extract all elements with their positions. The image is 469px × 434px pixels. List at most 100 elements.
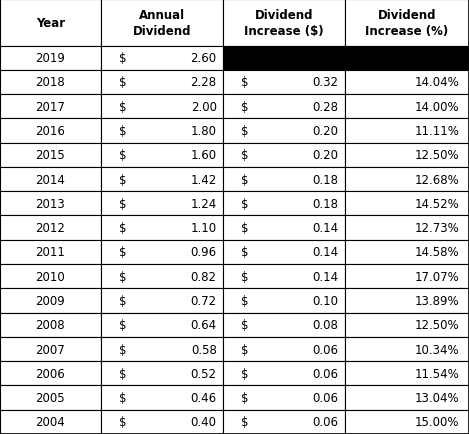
Bar: [101, 95, 223, 119]
Bar: [345, 168, 469, 192]
Text: $: $: [241, 173, 249, 186]
Text: 0.52: 0.52: [191, 367, 217, 380]
Text: 0.46: 0.46: [190, 391, 217, 404]
Text: 14.58%: 14.58%: [415, 246, 459, 259]
Bar: [223, 264, 345, 289]
Bar: [0, 264, 101, 289]
Bar: [345, 313, 469, 337]
Bar: [223, 168, 345, 192]
Bar: [223, 119, 345, 143]
Bar: [101, 313, 223, 337]
Text: $: $: [241, 319, 249, 332]
Text: 0.40: 0.40: [191, 415, 217, 428]
Text: 2.00: 2.00: [191, 101, 217, 113]
Text: 2011: 2011: [36, 246, 65, 259]
Bar: [101, 0, 223, 46]
Text: 0.06: 0.06: [313, 391, 339, 404]
Bar: [101, 119, 223, 143]
Bar: [0, 410, 101, 434]
Text: 0.06: 0.06: [313, 367, 339, 380]
Bar: [101, 410, 223, 434]
Bar: [101, 362, 223, 385]
Text: $: $: [119, 343, 127, 356]
Text: 0.14: 0.14: [312, 270, 339, 283]
Text: 0.20: 0.20: [313, 125, 339, 138]
Bar: [345, 119, 469, 143]
Text: 1.60: 1.60: [190, 149, 217, 162]
Bar: [101, 143, 223, 168]
Bar: [0, 289, 101, 313]
Bar: [223, 95, 345, 119]
Text: 2017: 2017: [36, 101, 65, 113]
Text: $: $: [119, 270, 127, 283]
Text: $: $: [119, 149, 127, 162]
Text: Annual
Dividend: Annual Dividend: [133, 9, 191, 38]
Text: $: $: [241, 149, 249, 162]
Bar: [345, 192, 469, 216]
Text: 0.06: 0.06: [313, 343, 339, 356]
Bar: [345, 410, 469, 434]
Bar: [101, 337, 223, 362]
Text: 2004: 2004: [36, 415, 65, 428]
Text: 0.20: 0.20: [313, 149, 339, 162]
Text: $: $: [241, 391, 249, 404]
Bar: [0, 71, 101, 95]
Text: $: $: [119, 246, 127, 259]
Text: Year: Year: [36, 17, 65, 30]
Text: 2018: 2018: [36, 76, 65, 89]
Text: 2005: 2005: [36, 391, 65, 404]
Text: 13.04%: 13.04%: [415, 391, 459, 404]
Text: 0.14: 0.14: [312, 246, 339, 259]
Bar: [223, 289, 345, 313]
Bar: [101, 46, 223, 71]
Text: 0.06: 0.06: [313, 415, 339, 428]
Text: 0.28: 0.28: [313, 101, 339, 113]
Text: 0.32: 0.32: [313, 76, 339, 89]
Text: $: $: [241, 101, 249, 113]
Text: $: $: [119, 319, 127, 332]
Bar: [0, 46, 101, 71]
Text: 11.11%: 11.11%: [414, 125, 459, 138]
Text: $: $: [241, 246, 249, 259]
Text: $: $: [119, 222, 127, 235]
Text: $: $: [119, 391, 127, 404]
Text: $: $: [119, 52, 127, 65]
Bar: [0, 362, 101, 385]
Bar: [345, 240, 469, 264]
Text: 2006: 2006: [36, 367, 65, 380]
Bar: [101, 192, 223, 216]
Text: 11.54%: 11.54%: [414, 367, 459, 380]
Bar: [345, 385, 469, 410]
Bar: [345, 46, 469, 71]
Bar: [101, 71, 223, 95]
Bar: [345, 264, 469, 289]
Text: $: $: [241, 76, 249, 89]
Text: 2013: 2013: [36, 197, 65, 210]
Bar: [0, 385, 101, 410]
Text: 12.68%: 12.68%: [414, 173, 459, 186]
Text: $: $: [119, 125, 127, 138]
Text: $: $: [119, 101, 127, 113]
Text: $: $: [119, 197, 127, 210]
Text: 1.24: 1.24: [190, 197, 217, 210]
Text: 1.42: 1.42: [190, 173, 217, 186]
Text: 2010: 2010: [36, 270, 65, 283]
Text: $: $: [241, 415, 249, 428]
Bar: [345, 337, 469, 362]
Text: 2012: 2012: [36, 222, 65, 235]
Text: 0.82: 0.82: [191, 270, 217, 283]
Text: $: $: [119, 367, 127, 380]
Bar: [223, 385, 345, 410]
Text: 2008: 2008: [36, 319, 65, 332]
Bar: [101, 240, 223, 264]
Bar: [345, 216, 469, 240]
Bar: [223, 240, 345, 264]
Text: 12.50%: 12.50%: [415, 319, 459, 332]
Text: 0.18: 0.18: [313, 197, 339, 210]
Text: 12.50%: 12.50%: [415, 149, 459, 162]
Text: 1.80: 1.80: [191, 125, 217, 138]
Bar: [223, 0, 345, 46]
Text: 2015: 2015: [36, 149, 65, 162]
Text: $: $: [241, 367, 249, 380]
Bar: [0, 313, 101, 337]
